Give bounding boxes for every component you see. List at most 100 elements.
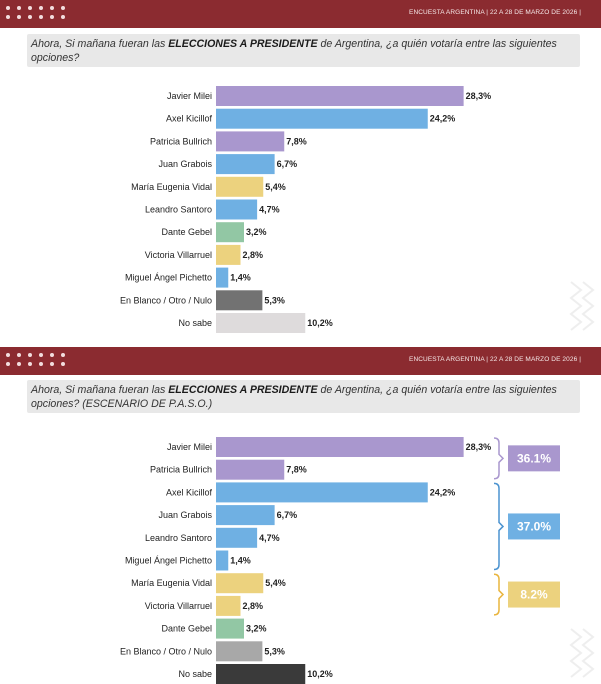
dot <box>61 15 65 19</box>
dot <box>39 362 43 366</box>
bar <box>216 267 229 288</box>
divider <box>0 343 601 347</box>
dot <box>61 6 65 10</box>
dot <box>50 362 54 366</box>
value-label: 4,7% <box>259 533 280 543</box>
group-bracket <box>493 437 505 480</box>
category-label: Leandro Santoro <box>145 205 212 215</box>
value-label: 2,8% <box>243 601 264 611</box>
bar <box>216 550 229 571</box>
bar <box>216 199 258 220</box>
question-prefix: Ahora, Si mañana fueran las <box>31 38 169 50</box>
bar <box>216 222 244 243</box>
category-label: Victoria Villarruel <box>145 601 212 611</box>
dot <box>17 6 21 10</box>
category-label: Javier Milei <box>167 91 212 101</box>
dot <box>50 6 54 10</box>
bar <box>216 618 244 639</box>
value-label: 3,2% <box>246 227 267 237</box>
value-label: 1,4% <box>230 273 251 283</box>
category-label: Dante Gebel <box>161 624 212 634</box>
zigzag-decoration <box>569 281 595 331</box>
category-label: Javier Milei <box>167 442 212 452</box>
dot <box>17 353 21 357</box>
question-box: Ahora, Si mañana fueran las ELECCIONES A… <box>27 380 580 413</box>
category-label: Leandro Santoro <box>145 533 212 543</box>
panel-1: ENCUESTA ARGENTINA | 22 A 28 DE MARZO DE… <box>0 0 601 333</box>
value-label: 7,8% <box>286 465 307 475</box>
category-label: Patricia Bullrich <box>150 465 212 475</box>
group-bracket <box>493 573 505 616</box>
bar-chart-2: Javier Milei 28,3% Patricia Bullrich 7,8% Ax… <box>120 437 560 684</box>
dot <box>6 362 10 366</box>
value-label: 5,4% <box>265 578 286 588</box>
bar <box>216 108 428 129</box>
group-total-box <box>508 581 560 608</box>
panel-2: ENCUESTA ARGENTINA | 22 A 28 DE MARZO DE… <box>0 347 601 684</box>
value-label: 10,2% <box>307 318 333 328</box>
bar <box>216 313 306 333</box>
dot <box>39 15 43 19</box>
group-total-box <box>508 445 560 472</box>
zigzag-decoration <box>569 628 595 678</box>
dot <box>28 353 32 357</box>
category-label: Miguel Ángel Pichetto <box>125 273 212 283</box>
dot <box>6 15 10 19</box>
group-total-label: 8.2% <box>520 588 548 602</box>
category-label: Juan Grabois <box>158 510 212 520</box>
survey-header: ENCUESTA ARGENTINA | 22 A 28 DE MARZO DE… <box>409 356 581 363</box>
dot <box>6 6 10 10</box>
question-text: Ahora, Si mañana fueran las ELECCIONES A… <box>31 383 576 411</box>
bar <box>216 664 306 684</box>
value-label: 24,2% <box>430 114 456 124</box>
question-text: Ahora, Si mañana fueran las ELECCIONES A… <box>31 37 576 65</box>
panel-2-header-bar: ENCUESTA ARGENTINA | 22 A 28 DE MARZO DE… <box>0 347 601 375</box>
category-label: En Blanco / Otro / Nulo <box>120 295 212 305</box>
value-label: 2,8% <box>243 250 264 260</box>
category-label: En Blanco / Otro / Nulo <box>120 646 212 656</box>
group-bracket <box>493 482 505 571</box>
question-suffix: de Argentina, ¿a quién votaría entre las… <box>31 38 557 64</box>
bar <box>216 641 263 662</box>
question-prefix: Ahora, Si mañana fueran las <box>31 384 169 396</box>
dot <box>28 6 32 10</box>
dot <box>61 353 65 357</box>
bar-chart-1: Javier Milei 28,3% Axel Kicillof 24,2% Patri… <box>120 86 491 333</box>
value-label: 1,4% <box>230 556 251 566</box>
decorative-dots <box>6 353 70 369</box>
group-total-label: 37.0% <box>517 519 551 533</box>
bar <box>216 86 464 106</box>
dot <box>17 15 21 19</box>
bar <box>216 573 264 594</box>
value-label: 5,3% <box>264 295 285 305</box>
dot <box>17 362 21 366</box>
question-box: Ahora, Si mañana fueran las ELECCIONES A… <box>27 34 580 67</box>
value-label: 5,3% <box>264 646 285 656</box>
dot <box>61 362 65 366</box>
category-label: Victoria Villarruel <box>145 250 212 260</box>
bar <box>216 290 263 311</box>
value-label: 10,2% <box>307 669 333 679</box>
bar <box>216 154 275 175</box>
value-label: 6,7% <box>277 159 298 169</box>
category-label: Dante Gebel <box>161 227 212 237</box>
category-label: María Eugenia Vidal <box>131 578 212 588</box>
value-label: 6,7% <box>277 510 298 520</box>
decorative-dots <box>6 6 70 22</box>
value-label: 4,7% <box>259 205 280 215</box>
category-label: María Eugenia Vidal <box>131 182 212 192</box>
question-bold: ELECCIONES A PRESIDENTE <box>168 38 318 50</box>
category-label: Patricia Bullrich <box>150 136 212 146</box>
category-label: No sabe <box>178 669 212 679</box>
group-total-label: 36.1% <box>517 451 551 465</box>
bar <box>216 527 258 548</box>
value-label: 28,3% <box>466 442 492 452</box>
panel-1-header-bar: ENCUESTA ARGENTINA | 22 A 28 DE MARZO DE… <box>0 0 601 28</box>
value-label: 24,2% <box>430 487 456 497</box>
bar <box>216 505 275 526</box>
bar <box>216 176 264 197</box>
category-label: Miguel Ángel Pichetto <box>125 556 212 566</box>
dot <box>50 353 54 357</box>
dot <box>28 362 32 366</box>
value-label: 3,2% <box>246 624 267 634</box>
